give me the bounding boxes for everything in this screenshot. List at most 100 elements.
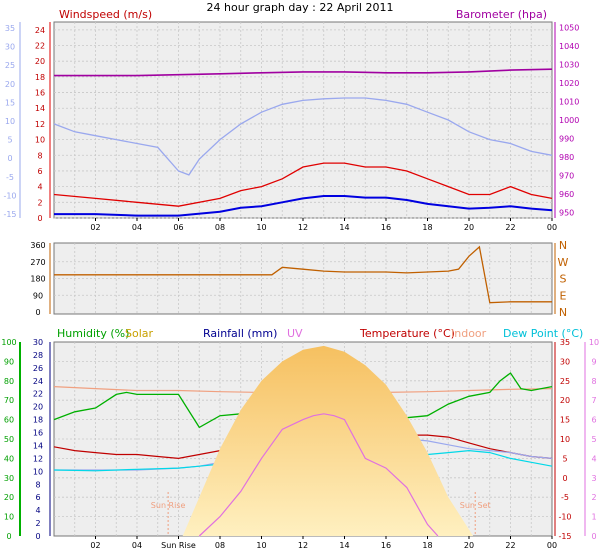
outer-left-tick: -10: [3, 191, 16, 200]
outer-left-tick: 0: [7, 154, 12, 163]
direction-tick-label: 180: [30, 275, 45, 284]
wind-tick-label: 6: [37, 167, 42, 176]
rainfall-tick-label: 26: [33, 364, 43, 373]
rainfall-tick-label: 18: [33, 416, 43, 425]
humidity-tick-label: 40: [4, 454, 14, 463]
barometer-tick-label: 990: [559, 134, 574, 143]
humidity-tick-label: 100: [1, 338, 16, 347]
rainfall-tick-label: 12: [33, 454, 43, 463]
x-tick-label: 22: [505, 223, 515, 232]
legend-humidity: Humidity (%): [57, 327, 129, 340]
x-tick-label: 18: [422, 223, 432, 232]
x-tick-label: 16: [381, 541, 391, 550]
wind-tick-label: 8: [37, 151, 42, 160]
humidity-tick-label: 60: [4, 416, 14, 425]
wind-tick-label: 0: [37, 214, 42, 223]
outer-left-tick: 25: [5, 61, 15, 70]
humidity-tick-label: 20: [4, 493, 14, 502]
legend-row: Humidity (%) Solar Rainfall (mm) UV Temp…: [57, 327, 583, 340]
outer-left-tick: -5: [6, 173, 14, 182]
series-wind_avg: [54, 195, 553, 217]
x-tick-label: 02: [90, 541, 100, 550]
compass-tick-label: E: [560, 289, 567, 302]
direction-tick-label: 360: [30, 241, 45, 250]
barometer-tick-label: 1040: [559, 42, 579, 51]
barometer-tick-label: 950: [559, 208, 574, 217]
uv-tick-label: 3: [591, 474, 596, 483]
humidity-tick-label: 70: [4, 396, 14, 405]
wind-tick-label: 20: [35, 57, 45, 66]
outer-left-tick: 20: [5, 80, 15, 89]
series-wind_gust: [53, 162, 553, 207]
rainfall-tick-label: 20: [33, 403, 43, 412]
humidity-tick-label: 80: [4, 377, 14, 386]
compass-tick-label: W: [558, 256, 569, 269]
uv-tick-label: 8: [591, 377, 596, 386]
windspeed-label: Windspeed (m/s): [59, 8, 152, 21]
x-tick-label: 20: [464, 223, 474, 232]
barometer-tick-label: 1020: [559, 79, 579, 88]
barometer-label: Barometer (hpa): [456, 8, 547, 21]
uv-tick-label: 6: [591, 416, 596, 425]
wind-tick-label: 24: [35, 26, 45, 35]
outer-left-tick: 30: [5, 43, 15, 52]
humidity-tick-label: 10: [4, 513, 14, 522]
direction-tick-label: 270: [30, 258, 45, 267]
temperature-tick-label: 20: [560, 396, 570, 405]
x-tick-label: Sun Rise: [161, 541, 196, 550]
compass-tick-label: S: [560, 273, 567, 286]
x-tick-label: 10: [256, 223, 266, 232]
wind-tick-label: 12: [35, 120, 45, 129]
legend-rainfall: Rainfall (mm): [203, 327, 277, 340]
x-tick-label: 14: [339, 223, 349, 232]
wind-tick-label: 10: [35, 136, 45, 145]
series-solar: [182, 345, 474, 536]
x-tick-label: 04: [132, 541, 142, 550]
outer-left-tick: -15: [3, 210, 16, 219]
rainfall-tick-label: 4: [35, 506, 40, 515]
barometer-tick-label: 960: [559, 190, 574, 199]
humidity-tick-label: 50: [4, 435, 14, 444]
panel-wind-barometer: 35302520151050-5-10-15242220181614121086…: [3, 21, 579, 232]
rainfall-tick-label: 22: [33, 390, 43, 399]
barometer-tick-label: 1050: [559, 24, 579, 33]
compass-tick-label: N: [559, 306, 567, 319]
rainfall-tick-label: 16: [33, 429, 43, 438]
barometer-tick-label: 1000: [559, 116, 579, 125]
uv-tick-label: 7: [591, 396, 596, 405]
x-tick-label: 08: [215, 541, 225, 550]
sun-rise-label: Sun Rise: [151, 501, 186, 510]
x-tick-label: 16: [381, 223, 391, 232]
rainfall-tick-label: 24: [33, 377, 43, 386]
rainfall-tick-label: 30: [33, 338, 43, 347]
legend-indoor: Indoor: [451, 327, 487, 340]
x-tick-label: 18: [422, 541, 432, 550]
rainfall-tick-label: 10: [33, 467, 43, 476]
series-temp_light: [53, 97, 553, 176]
temperature-tick-label: 30: [560, 357, 570, 366]
panel-temperature-humidity: Sun Rise Sun Set 100908070605040302010030…: [1, 338, 599, 550]
rainfall-tick-label: 8: [35, 480, 40, 489]
x-tick-label: 10: [256, 541, 266, 550]
temperature-tick-label: 15: [560, 416, 570, 425]
x-tick-label: 12: [298, 223, 308, 232]
uv-tick-label: 4: [591, 454, 596, 463]
chart-title: 24 hour graph day : 22 April 2011: [207, 1, 394, 14]
legend-temperature: Temperature (°C): [359, 327, 455, 340]
uv-tick-label: 2: [591, 493, 596, 502]
x-tick-label: 12: [298, 541, 308, 550]
barometer-tick-label: 980: [559, 153, 574, 162]
wind-tick-label: 2: [37, 198, 42, 207]
wind-tick-label: 14: [35, 104, 45, 113]
series-wind_dir: [54, 245, 552, 304]
humidity-tick-label: 30: [4, 474, 14, 483]
uv-tick-label: 10: [589, 338, 599, 347]
series-uv: [198, 413, 439, 537]
outer-left-tick: 10: [5, 117, 15, 126]
rainfall-tick-label: 14: [33, 441, 43, 450]
temperature-tick-label: -10: [558, 513, 571, 522]
x-tick-label: 00: [547, 223, 557, 232]
rainfall-tick-label: 2: [35, 519, 40, 528]
